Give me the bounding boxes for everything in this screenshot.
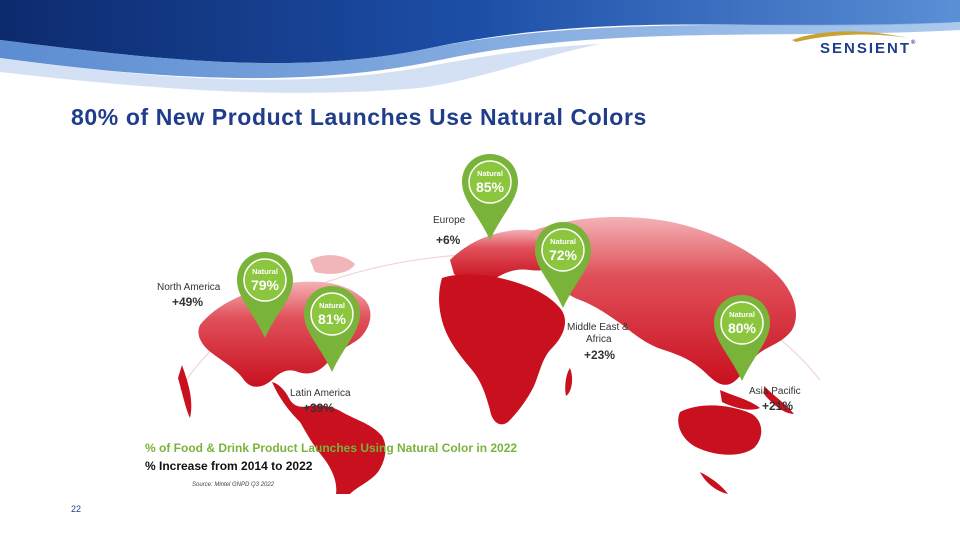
legend-increase: % Increase from 2014 to 2022	[145, 459, 313, 473]
pin-middle-east-africa: Natural 72%	[533, 220, 593, 310]
latin-america-increase: +39%	[303, 401, 335, 415]
europe-shape	[450, 229, 563, 282]
pin-europe-value: 85%	[475, 179, 505, 195]
page-number: 22	[71, 504, 82, 514]
brand-logo-text: SENSIENT	[820, 40, 912, 57]
pin-europe-word: Natural	[477, 169, 503, 178]
europe-label: Europe	[433, 215, 466, 226]
north-america-label: North America	[157, 282, 221, 293]
pin-north-america-word: Natural	[252, 267, 278, 276]
pin-europe: Natural 85%	[460, 152, 520, 242]
source-note: Source: Mintel GNPD Q3 2022	[192, 482, 275, 488]
trademark-symbol: ®	[911, 40, 916, 46]
pin-asia-pacific-value: 80%	[727, 320, 757, 336]
africa-shape	[439, 274, 566, 425]
asia-pacific-label: Asia Pacific	[749, 386, 801, 397]
map-pin-icon	[237, 252, 293, 338]
asia-pacific-increase: +21%	[762, 399, 794, 413]
map-pin-icon	[304, 286, 360, 372]
legend-natural-share: % of Food & Drink Product Launches Using…	[145, 441, 518, 455]
pin-north-america: Natural 79%	[235, 250, 295, 340]
australia-shape	[678, 405, 762, 455]
map-pin-icon	[714, 295, 770, 381]
header-wave-banner	[0, 0, 960, 93]
pin-middle-east-africa-value: 72%	[548, 247, 578, 263]
page-title: 80% of New Product Launches Use Natural …	[71, 104, 647, 130]
brand-logo: SENSIENT®	[820, 40, 915, 57]
pin-latin-america: Natural 81%	[302, 284, 362, 374]
europe-increase: +6%	[436, 233, 461, 247]
pin-middle-east-africa-word: Natural	[550, 237, 576, 246]
pin-asia-pacific-word: Natural	[729, 310, 755, 319]
middle-east-africa-label-line1: Middle East &	[567, 322, 629, 333]
latin-america-shape	[272, 382, 386, 494]
swoosh-icon	[792, 31, 908, 42]
north-america-increase: +49%	[172, 295, 204, 309]
middle-east-africa-label-line2: Africa	[586, 334, 612, 345]
pin-north-america-value: 79%	[250, 277, 280, 293]
pin-latin-america-word: Natural	[319, 301, 345, 310]
latin-america-label: Latin America	[290, 388, 351, 399]
pin-latin-america-value: 81%	[317, 311, 347, 327]
map-pin-icon	[462, 154, 518, 240]
middle-east-africa-increase: +23%	[584, 348, 616, 362]
pin-asia-pacific: Natural 80%	[712, 293, 772, 383]
map-pin-icon	[535, 222, 591, 308]
